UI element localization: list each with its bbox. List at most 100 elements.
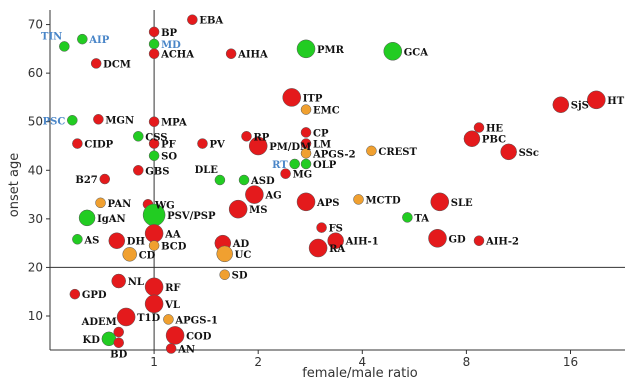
label-he: HE xyxy=(486,124,503,135)
point-bcd xyxy=(148,240,160,251)
y-tick-label: 20 xyxy=(28,260,43,274)
label-cidp: CIDP xyxy=(84,140,113,151)
x-axis-title: female/male ratio xyxy=(302,366,418,381)
point-ssc xyxy=(500,143,517,161)
point-ht xyxy=(587,90,606,110)
label-olp: OLP xyxy=(313,160,337,171)
label-kd: KD xyxy=(83,335,101,346)
point-fs xyxy=(316,222,327,233)
point-cp xyxy=(300,127,312,138)
label-aiha: AIHA xyxy=(237,50,268,61)
point-bp xyxy=(148,26,160,38)
label-pan: PAN xyxy=(108,199,132,210)
point-tin xyxy=(59,41,70,52)
point-acha xyxy=(148,48,160,59)
x-tick-label: 1 xyxy=(150,355,158,369)
label-as: AS xyxy=(83,235,99,246)
point-dcm xyxy=(90,58,102,69)
point-sle xyxy=(430,192,450,212)
point-uc xyxy=(216,245,233,263)
label-psv-psp: PSV/PSP xyxy=(167,211,216,222)
point-aih-1 xyxy=(327,232,344,249)
point-pbc xyxy=(463,130,481,147)
point-cd xyxy=(122,247,137,262)
point-md xyxy=(148,38,160,50)
label-aih-2: AIH-2 xyxy=(485,237,519,248)
label-ra: RA xyxy=(329,244,345,255)
x-tick-label: 4 xyxy=(358,355,366,369)
label-rt: RT xyxy=(272,160,288,171)
x-tick-label: 16 xyxy=(563,355,578,369)
point-ms xyxy=(228,199,248,219)
label-so: SO xyxy=(161,152,177,163)
label-sle: SLE xyxy=(451,198,473,209)
point-rt xyxy=(289,158,300,170)
point-olp xyxy=(300,158,312,170)
point-rp xyxy=(241,131,252,142)
point-mg xyxy=(280,168,291,179)
point-gbs xyxy=(133,165,144,176)
reference-lines xyxy=(50,10,625,350)
x-tick-label: 8 xyxy=(463,355,471,369)
label-ta: TA xyxy=(414,213,429,224)
point-css xyxy=(133,131,144,142)
y-tick-label: 60 xyxy=(28,66,43,80)
x-tick-label: 2 xyxy=(254,355,262,369)
label-gbs: GBS xyxy=(145,166,169,177)
points-layer xyxy=(59,14,606,354)
label-emc: EMC xyxy=(313,106,340,117)
label-ag: AG xyxy=(264,191,281,202)
label-dh: DH xyxy=(127,237,145,248)
label-an: AN xyxy=(177,345,195,356)
point-sjs xyxy=(552,96,570,113)
point-pan xyxy=(95,197,106,209)
point-an xyxy=(165,343,177,354)
label-uc: UC xyxy=(235,250,252,261)
label-acha: ACHA xyxy=(160,50,194,61)
label-wg: WG xyxy=(154,200,175,211)
point-emc xyxy=(300,104,312,115)
point-aip xyxy=(77,33,88,45)
label-asd: ASD xyxy=(250,176,275,187)
point-pmr xyxy=(296,39,316,59)
point-asd xyxy=(238,174,250,186)
label-ssc: SSc xyxy=(519,148,539,159)
label-fs: FS xyxy=(329,224,343,235)
label-dle: DLE xyxy=(195,165,219,176)
label-bp: BP xyxy=(161,28,177,39)
label-ad: AD xyxy=(232,239,250,250)
label-b27: B27 xyxy=(75,175,97,186)
label-md: MD xyxy=(161,40,181,51)
point-mctd xyxy=(353,194,364,205)
label-cd: CD xyxy=(139,250,156,261)
point-mpa xyxy=(148,116,160,127)
point-itp xyxy=(282,88,301,107)
point-aa xyxy=(144,224,164,243)
point-pm-dm xyxy=(248,136,268,156)
label-mgn: MGN xyxy=(105,115,134,126)
point-as xyxy=(72,234,83,245)
point-ra xyxy=(308,238,328,258)
label-eba: EBA xyxy=(199,16,223,27)
y-tick-label: 40 xyxy=(28,163,43,177)
point-adem xyxy=(113,326,124,338)
label-mctd: MCTD xyxy=(365,195,400,206)
label-apgs-1: APGS-1 xyxy=(174,315,218,326)
axes-layer: 10 20 30 40 50 60 70 1 2 4 8 16 xyxy=(28,10,625,369)
y-axis-title: onset age xyxy=(7,153,22,217)
point-cod xyxy=(165,326,185,345)
y-tick-label: 30 xyxy=(28,212,43,226)
point-gca xyxy=(383,42,403,61)
label-nl: NL xyxy=(128,277,144,288)
point-gpd xyxy=(69,288,81,300)
point-gd xyxy=(428,229,447,248)
label-pf: PF xyxy=(161,140,176,151)
label-dcm: DCM xyxy=(103,59,131,70)
label-aip: AIP xyxy=(88,35,109,46)
label-aa: AA xyxy=(164,229,181,240)
label-rf: RF xyxy=(165,283,180,294)
point-aps xyxy=(296,192,316,212)
label-vl: VL xyxy=(164,300,180,311)
point-psc xyxy=(67,115,78,126)
